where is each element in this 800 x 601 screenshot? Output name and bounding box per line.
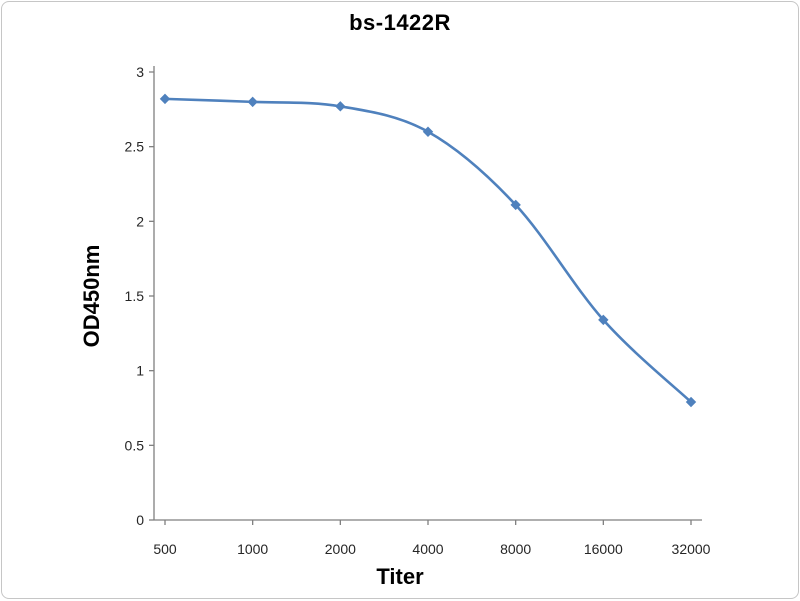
data-point-marker [159, 93, 171, 105]
data-point-marker [422, 126, 434, 137]
x-tick-label: 2000 [325, 541, 356, 557]
data-point-marker [335, 101, 346, 112]
y-tick-label: 2.5 [125, 139, 145, 155]
x-tick-label: 32000 [672, 541, 711, 557]
x-tick-label: 16000 [584, 541, 623, 557]
data-point-marker [598, 314, 609, 326]
x-axis-title: Titer [376, 564, 424, 589]
x-tick-label: 1000 [237, 541, 268, 557]
x-tick-label: 4000 [412, 541, 443, 557]
chart-title: bs-1422R [349, 10, 451, 35]
data-point-marker [247, 96, 258, 108]
y-tick-label: 2 [136, 213, 144, 229]
x-tick-label: 500 [153, 541, 177, 557]
x-tick-label: 8000 [500, 541, 531, 557]
data-point-marker [510, 199, 521, 211]
y-tick-label: 0.5 [125, 437, 145, 453]
y-tick-label: 1.5 [125, 288, 145, 304]
series-line [163, 97, 693, 404]
y-tick-label: 1 [136, 363, 144, 379]
data-point-marker [685, 396, 697, 408]
y-tick-label: 3 [136, 64, 144, 80]
y-tick-label: 0 [136, 512, 144, 528]
